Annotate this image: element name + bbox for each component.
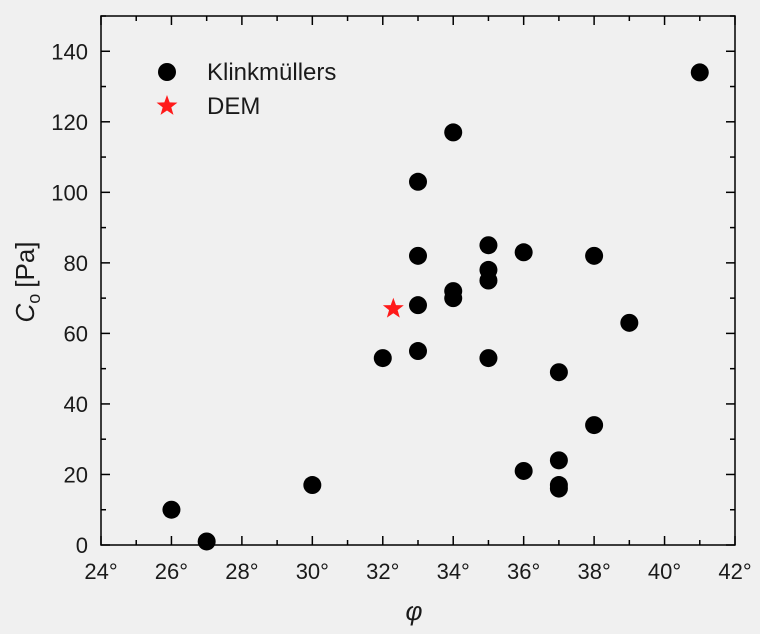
- legend-marker-klinkmullers: [158, 63, 176, 81]
- y-tick-label: 0: [76, 533, 88, 558]
- data-point-klinkmullers: [690, 63, 709, 82]
- x-tick-label: 34°: [437, 559, 470, 584]
- data-point-klinkmullers: [409, 246, 427, 265]
- data-point-klinkmullers: [549, 363, 568, 382]
- x-axis-label: φ: [406, 596, 423, 626]
- legend-label-klinkmullers: Klinkmüllers: [207, 59, 336, 86]
- y-tick-labels: 0 20 40 60 80 100 120 140: [51, 39, 88, 558]
- data-point-klinkmullers: [409, 342, 427, 361]
- data-point-klinkmullers: [303, 476, 322, 495]
- plot-frame: [100, 15, 736, 546]
- data-point-klinkmullers: [620, 313, 639, 332]
- y-tick-label: 80: [64, 251, 88, 276]
- axis-ticks: [100, 15, 736, 546]
- data-point-klinkmullers: [514, 461, 533, 480]
- legend-star-marker: [156, 95, 178, 115]
- y-tick-label: 60: [64, 321, 88, 346]
- x-tick-label: 38°: [577, 559, 610, 584]
- legend-label-dem: DEM: [207, 93, 260, 120]
- data-point-klinkmullers: [585, 416, 604, 435]
- data-point-klinkmullers: [197, 532, 216, 551]
- legend-circle-marker: [158, 63, 176, 81]
- data-point-klinkmullers: [162, 500, 181, 519]
- y-axis-label-main: C: [10, 304, 40, 323]
- data-point-klinkmullers: [409, 296, 427, 315]
- y-tick-label: 20: [64, 462, 88, 487]
- data-point-klinkmullers: [444, 123, 463, 142]
- data-point-klinkmullers: [479, 349, 498, 368]
- data-points: [162, 63, 709, 551]
- data-point-klinkmullers: [444, 282, 463, 301]
- legend-marker-dem: [156, 95, 178, 115]
- y-axis-label-sub: o: [24, 294, 44, 304]
- data-point-klinkmullers: [409, 172, 427, 191]
- x-tick-label: 30°: [296, 559, 329, 584]
- data-point-klinkmullers: [373, 349, 392, 368]
- y-tick-label: 40: [64, 392, 88, 417]
- x-tick-label: 26°: [155, 559, 188, 584]
- x-tick-label: 40°: [648, 559, 681, 584]
- x-tick-label: 42°: [718, 559, 751, 584]
- x-tick-label: 32°: [366, 559, 399, 584]
- data-point-klinkmullers: [549, 476, 568, 495]
- y-tick-label: 100: [51, 180, 88, 205]
- data-point-klinkmullers: [479, 260, 498, 279]
- y-axis-label: Co [Pa]: [10, 241, 44, 322]
- y-axis-label-unit: [Pa]: [10, 241, 40, 287]
- data-point-klinkmullers: [585, 246, 604, 265]
- x-tick-label: 24°: [84, 559, 117, 584]
- y-tick-label: 140: [51, 39, 88, 64]
- x-tick-label: 28°: [225, 559, 258, 584]
- data-point-klinkmullers: [514, 243, 533, 262]
- legend: Klinkmüllers DEM: [156, 59, 336, 120]
- x-tick-labels: 24° 26° 28° 30° 32° 34° 36° 38° 40° 42°: [84, 559, 751, 584]
- x-tick-label: 36°: [507, 559, 540, 584]
- y-tick-label: 120: [51, 110, 88, 135]
- data-point-dem: [382, 297, 404, 318]
- data-point-klinkmullers: [549, 451, 568, 470]
- data-point-klinkmullers: [479, 236, 498, 255]
